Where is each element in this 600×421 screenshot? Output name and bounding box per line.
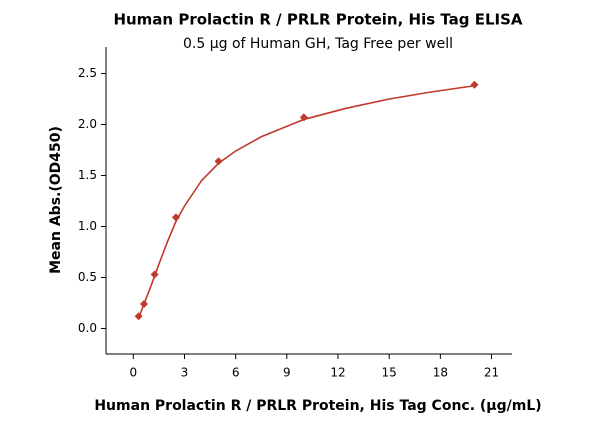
y-tick-label: 1.0 [78,219,97,233]
data-point [470,80,479,89]
data-point [150,270,159,279]
data-point [134,312,143,321]
x-tick-label: 3 [181,366,189,380]
y-tick-label: 0.0 [78,321,97,335]
data-point [139,300,148,309]
x-tick-label: 9 [283,366,291,380]
chart-title: Human Prolactin R / PRLR Protein, His Ta… [113,11,522,29]
x-tick-label: 21 [484,366,499,380]
x-axis-label: Human Prolactin R / PRLR Protein, His Ta… [94,398,541,414]
x-tick-label: 0 [129,366,137,380]
y-tick-label: 2.5 [78,66,97,80]
y-axis-label: Mean Abs.(OD450) [48,126,64,274]
fit-curve [137,84,475,319]
y-tick-label: 2.0 [78,117,97,131]
x-tick-label: 18 [433,366,448,380]
y-tick-label: 0.5 [78,270,97,284]
x-tick-label: 12 [330,366,345,380]
data-point [214,157,223,166]
y-tick-label: 1.5 [78,168,97,182]
chart-subtitle: 0.5 µg of Human GH, Tag Free per well [183,36,453,52]
x-tick-label: 15 [382,366,397,380]
data-point [171,213,180,222]
data-point [299,113,308,122]
x-tick-label: 6 [232,366,240,380]
